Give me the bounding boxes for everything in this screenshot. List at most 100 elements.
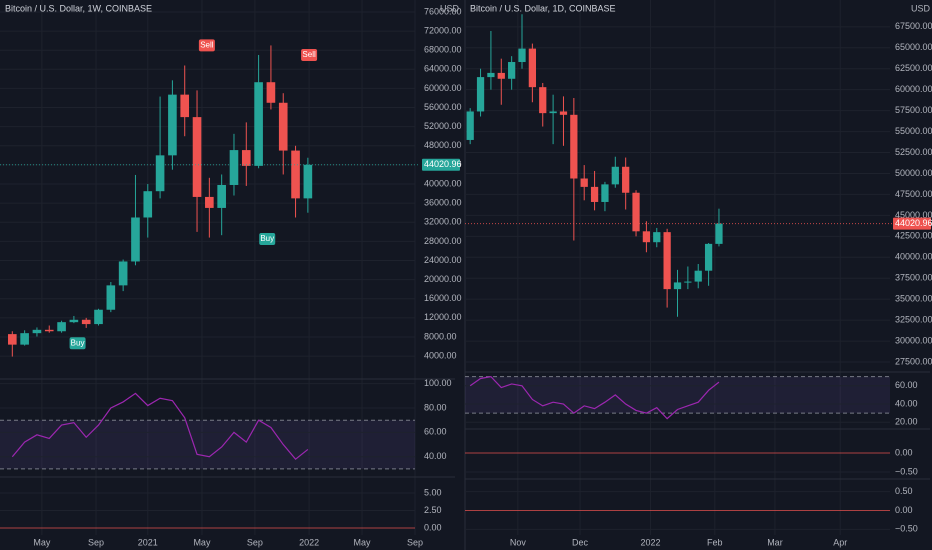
chart-title: Bitcoin / U.S. Dollar, 1W, COINBASE (5, 3, 152, 13)
candle-body (278, 102, 288, 151)
candle-body (487, 72, 495, 78)
candle-body (118, 261, 128, 286)
y-tick-label: 76000.00 (424, 6, 462, 16)
candle-body (570, 114, 578, 179)
x-tick-label: Sep (88, 537, 104, 547)
candle-body (241, 150, 251, 166)
candle-body (559, 111, 568, 115)
signal-label: Buy (260, 234, 274, 243)
y-tick-label: 100.00 (424, 378, 452, 388)
candle-body (673, 282, 682, 290)
candle-body (266, 82, 276, 103)
y-tick-label: 35000.00 (895, 294, 932, 304)
candle-body (684, 281, 692, 283)
candle-body (642, 231, 651, 243)
y-tick-label: 60000.00 (895, 84, 932, 94)
x-tick-label: Sep (407, 537, 423, 547)
candle-body (497, 72, 505, 79)
last-price-label: 44020.96 (895, 218, 932, 228)
y-tick-label: 60.00 (424, 427, 447, 437)
y-tick-label: 64000.00 (424, 64, 462, 74)
x-tick-label: Feb (707, 537, 723, 547)
candle-body (694, 270, 702, 282)
y-tick-label: 27500.00 (895, 356, 932, 366)
y-tick-label: 45000.00 (895, 210, 932, 220)
candle-body (466, 111, 474, 140)
candle-body (518, 48, 526, 63)
candle-body (143, 191, 153, 218)
candle-body (611, 166, 619, 185)
y-tick-label: 16000.00 (424, 293, 462, 303)
candle-body (704, 243, 713, 271)
candle-body (131, 217, 140, 262)
signal-label: Sell (200, 41, 214, 50)
y-tick-label: 47500.00 (895, 189, 932, 199)
y-tick-label: 52500.00 (895, 147, 932, 157)
signal-label: Sell (302, 50, 316, 59)
candle-body (180, 94, 190, 118)
x-tick-label: May (354, 537, 372, 547)
y-tick-label: 5.00 (424, 487, 442, 497)
y-tick-label: 40.00 (895, 398, 918, 408)
last-price-badge (422, 158, 460, 171)
y-tick-label: 32000.00 (424, 217, 462, 227)
y-tick-label: 42500.00 (895, 231, 932, 241)
candle-body (8, 334, 17, 345)
y-tick-label: 60000.00 (424, 83, 462, 93)
candle-body (81, 319, 91, 325)
candle-body (168, 94, 177, 156)
y-tick-label: 32500.00 (895, 315, 932, 325)
candle-body (632, 192, 640, 232)
rsi-band (465, 376, 890, 414)
y-tick-label: 40000.00 (895, 252, 932, 262)
y-tick-label: 62500.00 (895, 63, 932, 73)
y-tick-label: 0.00 (895, 505, 913, 515)
y-tick-label: 12000.00 (424, 312, 462, 322)
y-tick-label: 0.00 (895, 447, 913, 457)
y-tick-label: −0.50 (895, 524, 918, 534)
signal-badge (69, 337, 86, 350)
signal-label: Buy (71, 338, 85, 347)
x-tick-label: May (33, 537, 51, 547)
x-tick-label: Sep (247, 537, 263, 547)
y-tick-label: 65000.00 (895, 42, 932, 52)
candle-body (601, 184, 609, 202)
y-tick-label: 57500.00 (895, 105, 932, 115)
candle-body (229, 150, 239, 185)
y-tick-label: 50000.00 (895, 168, 932, 178)
candle-body (44, 329, 54, 332)
currency-label: USD (911, 3, 931, 13)
candle-body (549, 111, 557, 114)
candle-body (217, 184, 226, 208)
x-tick-label: 2022 (299, 537, 319, 547)
y-tick-label: 28000.00 (424, 236, 462, 246)
y-tick-label: 72000.00 (424, 25, 462, 35)
candle-body (590, 186, 599, 202)
signal-badge (259, 232, 276, 245)
chart: 4000.00 8000.00 12000.00 16000.00 20000.00 24… (0, 0, 462, 547)
y-tick-label: 80.00 (424, 402, 447, 412)
x-tick-label: May (193, 537, 211, 547)
candle-body (192, 117, 202, 197)
y-tick-label: 4000.00 (424, 350, 457, 360)
y-tick-label: 2.50 (424, 505, 442, 515)
y-tick-label: 56000.00 (424, 102, 462, 112)
candle-body (57, 322, 66, 332)
rsi-band (0, 420, 415, 469)
y-tick-label: 36000.00 (424, 198, 462, 208)
x-tick-label: Apr (833, 537, 847, 547)
y-tick-label: 40000.00 (424, 178, 462, 188)
y-tick-label: 67500.00 (895, 21, 932, 31)
y-tick-label: −0.50 (895, 466, 918, 476)
signal-badge (198, 39, 215, 52)
y-tick-label: 40.00 (424, 451, 447, 461)
candle-body (476, 77, 485, 112)
candle-body (106, 285, 116, 310)
y-tick-label: 30000.00 (895, 335, 932, 345)
candle-body (291, 150, 300, 199)
y-tick-label: 8000.00 (424, 331, 457, 341)
candle-body (155, 155, 165, 192)
currency-label: USD (440, 3, 460, 13)
candle-body (622, 166, 630, 193)
